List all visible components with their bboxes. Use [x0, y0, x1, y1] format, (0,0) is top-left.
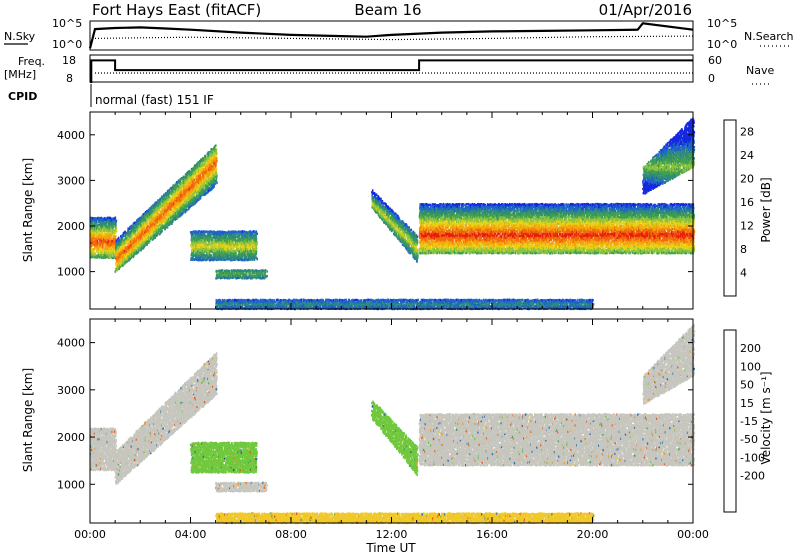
scatter-cell — [112, 226, 114, 228]
scatter-cell — [93, 248, 95, 250]
date-title: 01/Apr/2016 — [599, 1, 692, 19]
scatter-cell — [104, 255, 106, 257]
scatter-cell — [122, 238, 124, 240]
scatter-cell — [97, 240, 99, 242]
scatter-cell — [118, 237, 120, 239]
scatter-cell — [109, 227, 111, 229]
freq-line — [90, 60, 693, 82]
nave-tick-top: 60 — [708, 54, 722, 67]
scatter-cell — [105, 237, 107, 239]
freq-frame — [90, 55, 693, 82]
nsky-traces — [90, 23, 693, 48]
nsky-tick-bottom: 10^0 — [52, 38, 82, 51]
nave-label: Nave — [746, 64, 774, 77]
scatter-cell — [116, 220, 118, 222]
nsearch-label: N.Search — [744, 30, 794, 43]
scatter-cell — [116, 230, 118, 232]
scatter-cell — [115, 224, 117, 226]
freq-unit: [MHz] — [4, 68, 36, 81]
freq-tick-top: 18 — [62, 54, 76, 67]
scatter-cell — [115, 235, 117, 237]
scatter-cell — [103, 227, 105, 229]
rti-plot: Fort Hays East (fitACF) Beam 16 01/Apr/2… — [0, 0, 800, 554]
freq-label: Freq. — [18, 55, 45, 68]
nsearch-tick-top: 10^5 — [707, 17, 737, 30]
beam-title: Beam 16 — [354, 1, 421, 19]
scatter-cell — [100, 227, 102, 229]
scatter-cell — [112, 229, 114, 231]
nsky-tick-top: 10^5 — [52, 17, 82, 30]
scatter-cell — [122, 245, 124, 247]
scatter-cell — [115, 270, 117, 272]
nsky-line — [90, 23, 693, 48]
nsky-panel: N.Sky 10^5 10^0 10^5 10^0 N.Search — [4, 17, 794, 51]
scatter-cell — [95, 235, 97, 237]
scatter-cell — [96, 218, 98, 220]
scatter-cell — [117, 264, 119, 266]
nsky-label: N.Sky — [4, 30, 36, 43]
nsearch-tick-bottom: 10^0 — [707, 38, 737, 51]
cpid-row: CPID normal (fast) 151 IF — [8, 84, 214, 107]
freq-panel: Freq. [MHz] 18 8 60 0 Nave — [4, 54, 774, 85]
scatter-cell — [102, 234, 104, 236]
scatter-cell — [116, 227, 118, 229]
scatter-cell — [103, 244, 105, 246]
scatter-cell — [98, 224, 100, 226]
scatter-cell — [124, 231, 126, 233]
scatter-cell — [115, 217, 117, 219]
station-title: Fort Hays East (fitACF) — [92, 1, 261, 19]
freq-traces — [90, 60, 693, 82]
scatter-cell — [95, 252, 97, 254]
power-scatter — [90, 118, 696, 310]
nave-tick-bottom: 0 — [708, 72, 715, 85]
cpid-text: normal (fast) 151 IF — [95, 93, 214, 107]
cpid-label: CPID — [8, 90, 37, 103]
nsearch-line — [95, 36, 693, 40]
freq-tick-bottom: 8 — [66, 72, 73, 85]
